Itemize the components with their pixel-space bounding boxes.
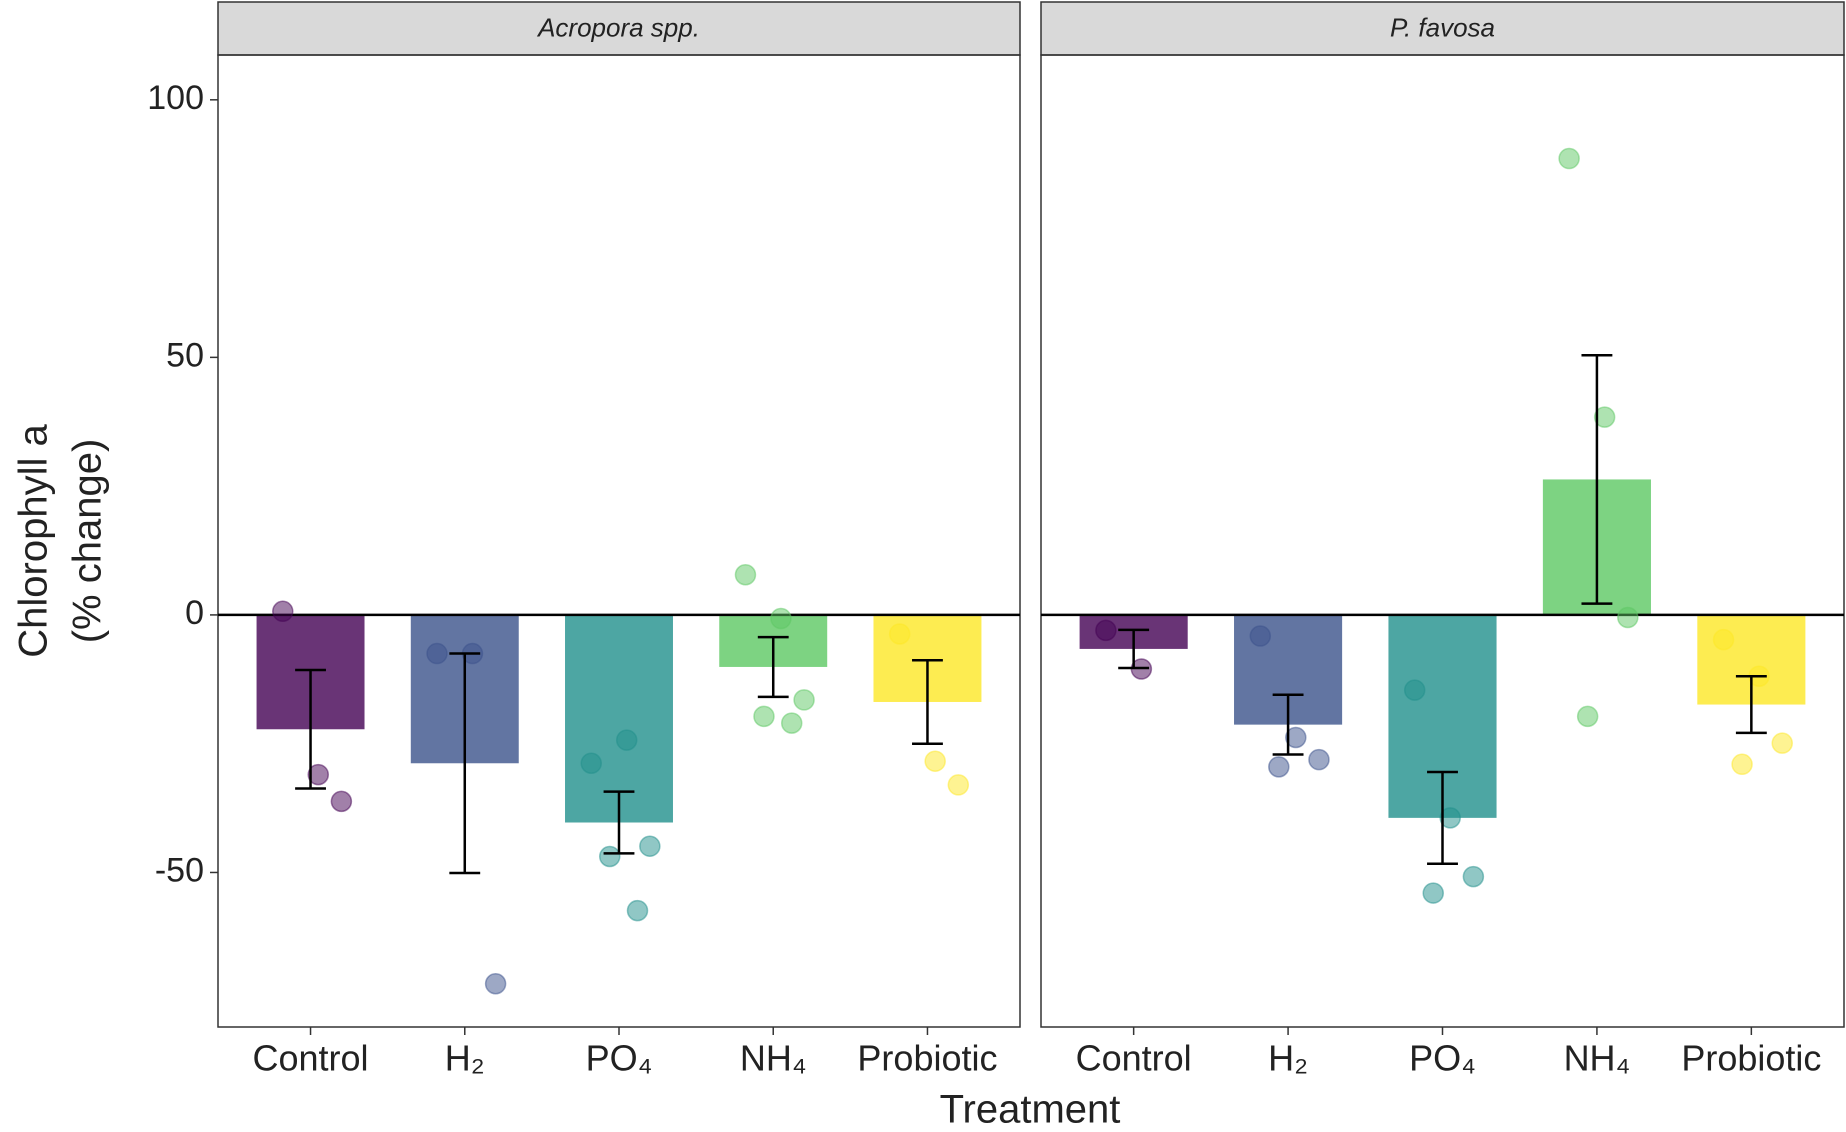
data-point: [1558, 147, 1580, 170]
data-point: [1308, 748, 1330, 771]
y-tick-label: 100: [147, 79, 204, 117]
x-tick-label: PO₄: [1409, 1038, 1476, 1079]
x-tick-label: Probiotic: [1681, 1038, 1821, 1079]
data-point: [598, 845, 621, 868]
error-bar: [295, 668, 326, 790]
y-tick-label: -50: [155, 851, 204, 889]
x-tick-label: PO₄: [586, 1038, 653, 1079]
x-axis-title: Treatment: [940, 1088, 1121, 1132]
data-point: [1462, 865, 1485, 888]
data-point: [753, 705, 775, 728]
data-point: [1403, 679, 1426, 701]
error-bar: [1581, 354, 1613, 605]
data-point: [615, 729, 638, 751]
data-point: [1731, 753, 1753, 776]
error-bar: [912, 658, 943, 745]
panel-frame: [1040, 54, 1845, 1028]
data-point: [1593, 406, 1616, 428]
data-point: [639, 835, 661, 857]
data-point: [307, 763, 329, 786]
error-bar: [757, 635, 789, 699]
bar: [565, 614, 673, 823]
x-tick-label: H₂: [445, 1038, 485, 1079]
error-bar: [603, 790, 635, 855]
data-point: [1268, 756, 1290, 778]
data-point: [426, 642, 448, 665]
data-point: [1095, 619, 1117, 642]
data-point: [780, 712, 803, 734]
data-point: [734, 563, 757, 586]
x-tick-label: Control: [253, 1038, 369, 1079]
panel-title: Acropora spp.: [536, 12, 700, 42]
data-point: [1439, 807, 1461, 829]
y-axis-title: (% change): [66, 439, 110, 644]
x-tick-label: Control: [1076, 1038, 1192, 1079]
data-point: [947, 774, 970, 796]
data-point: [1771, 732, 1793, 754]
panel-title: P. favosa: [1390, 12, 1495, 42]
data-point: [580, 752, 602, 775]
data-point: [626, 899, 649, 922]
data-point: [1422, 882, 1444, 904]
data-point: [924, 750, 946, 772]
x-tick-label: NH₄: [1564, 1038, 1631, 1079]
y-tick-label: 0: [185, 594, 204, 632]
data-point: [1576, 705, 1599, 728]
data-point: [793, 689, 815, 711]
y-axis-title: Chlorophyll a: [12, 424, 56, 658]
data-point: [272, 600, 294, 623]
data-point: [484, 972, 507, 995]
data-point: [1249, 625, 1272, 647]
data-point: [1712, 628, 1735, 651]
data-point: [1285, 726, 1307, 749]
error-bar: [1735, 674, 1767, 735]
strip: [1040, 1, 1845, 56]
error-bar: [1427, 770, 1458, 865]
x-tick-label: H₂: [1268, 1038, 1308, 1079]
error-bar: [1272, 693, 1304, 756]
data-point: [770, 607, 792, 630]
error-bar: [1118, 628, 1150, 670]
y-tick-label: 50: [166, 336, 204, 374]
x-tick-label: Probiotic: [857, 1038, 997, 1079]
data-point: [888, 623, 911, 645]
error-bar: [449, 652, 481, 875]
x-tick-label: NH₄: [740, 1038, 807, 1079]
data-point: [330, 790, 353, 813]
data-point: [1617, 606, 1639, 629]
panel-frame: [217, 54, 1021, 1028]
strip: [217, 1, 1021, 56]
